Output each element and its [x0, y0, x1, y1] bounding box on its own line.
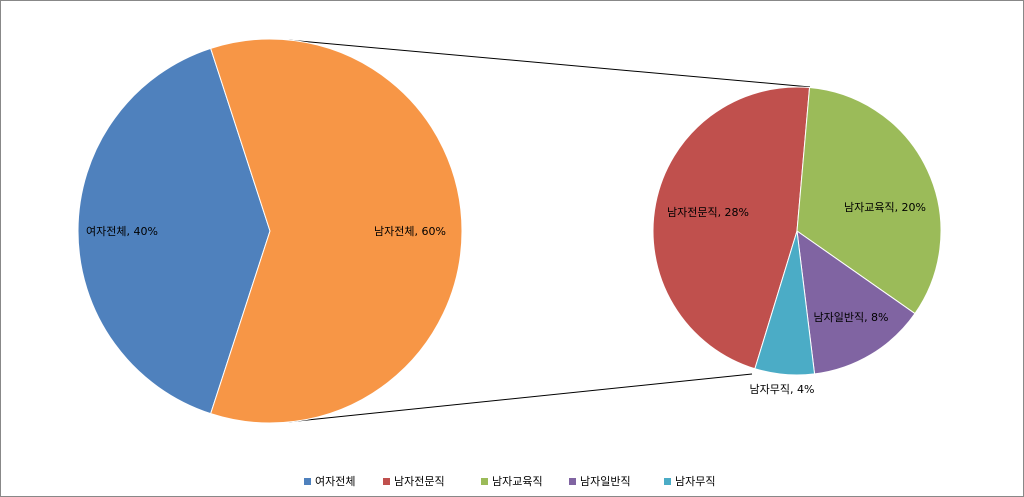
- connector-line: [287, 373, 753, 423]
- legend-marker: [304, 478, 311, 485]
- data-label: 여자전체, 40%: [86, 225, 158, 238]
- data-label: 남자교육직, 20%: [844, 201, 926, 214]
- pie-slice: [796, 87, 942, 315]
- legend-marker: [481, 478, 488, 485]
- pie-slice: [796, 229, 916, 375]
- pie-slice: [652, 86, 811, 370]
- data-label: 남자무직, 4%: [750, 383, 815, 396]
- connector-line: [287, 39, 811, 88]
- legend-marker: [383, 478, 390, 485]
- legend-label: 남자일반직: [580, 474, 631, 488]
- data-label: 남자일반직, 8%: [813, 310, 888, 324]
- pie-slice: [210, 38, 463, 424]
- legend-label: 남자전문직: [394, 475, 445, 488]
- pie-slice: [754, 230, 816, 376]
- data-label: 남자전체, 60%: [374, 225, 446, 238]
- legend-label: 여자전체: [315, 475, 355, 488]
- legend-marker: [664, 478, 671, 485]
- legend-label: 남자교육직: [492, 475, 543, 488]
- legend-marker: [569, 478, 576, 485]
- legend-label: 남자무직: [675, 475, 715, 488]
- data-label: 남자전문직, 28%: [667, 206, 749, 219]
- pie-slice: [77, 47, 271, 415]
